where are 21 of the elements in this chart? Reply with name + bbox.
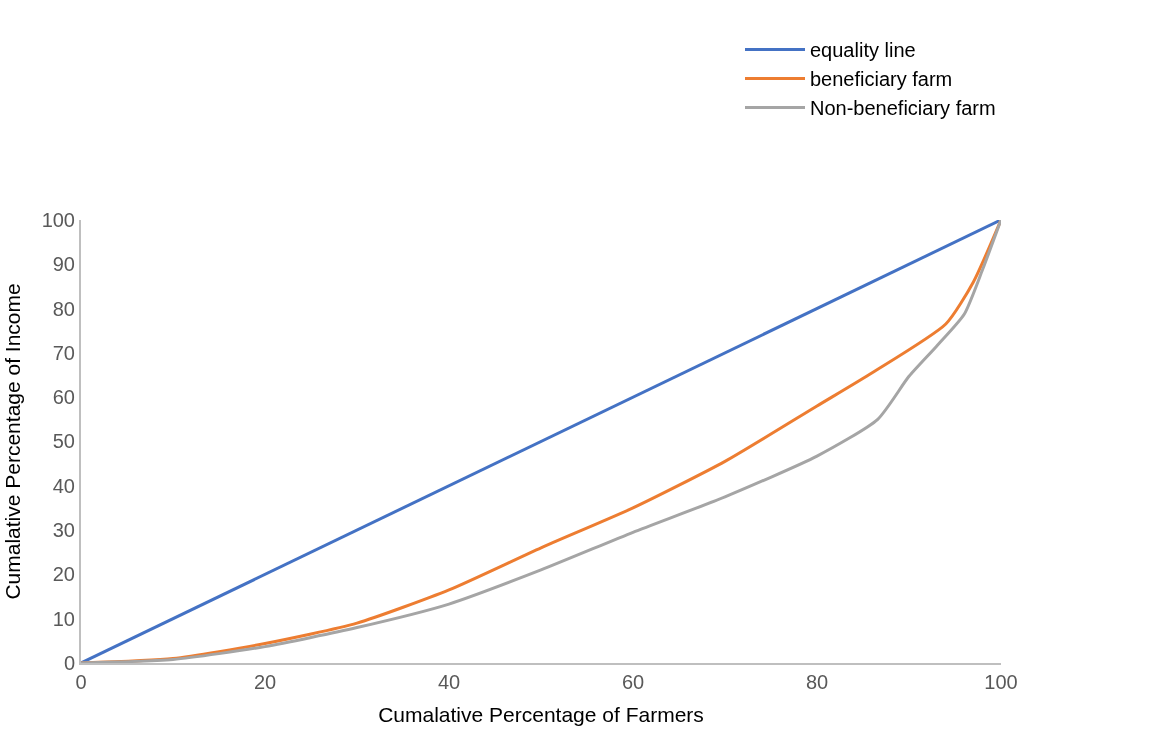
legend-label: beneficiary farm — [810, 68, 953, 91]
x-tick-label: 40 — [437, 671, 461, 693]
x-axis-title: Cumalative Percentage of Farmers — [378, 702, 704, 726]
legend-label: Non-beneficiary farm — [810, 97, 996, 120]
y-tick-label: 80 — [52, 297, 75, 320]
y-tick-label: 90 — [52, 253, 75, 276]
x-tick-label: 60 — [621, 671, 645, 693]
y-tick-label: 60 — [52, 386, 75, 409]
x-tick-label: 100 — [984, 671, 1018, 693]
legend-label: equality line — [810, 39, 916, 62]
y-tick-label: 50 — [52, 430, 75, 453]
y-tick-label: 0 — [63, 652, 75, 674]
y-tick-label: 100 — [41, 208, 75, 231]
y-tick-label: 10 — [52, 607, 75, 630]
y-tick-label: 70 — [52, 341, 75, 364]
y-tick-label: 30 — [52, 519, 75, 542]
y-tick-label: 40 — [52, 474, 75, 497]
y-tick-label: 20 — [52, 563, 75, 586]
x-tick-label: 80 — [805, 671, 829, 693]
y-axis-title: Cumalative Percentage of Income — [1, 283, 25, 600]
x-tick-label: 20 — [253, 671, 277, 693]
